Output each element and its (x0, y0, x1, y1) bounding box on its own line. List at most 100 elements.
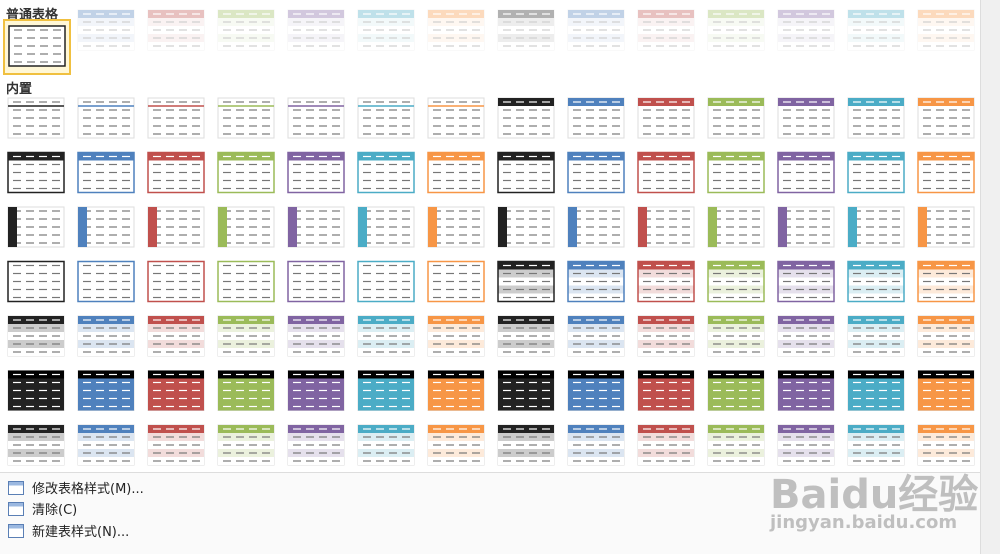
table-style[interactable] (707, 260, 765, 303)
table-style[interactable] (427, 9, 485, 51)
table-style[interactable] (637, 315, 695, 357)
table-style[interactable] (847, 370, 905, 411)
table-style[interactable] (637, 260, 695, 303)
table-style[interactable] (287, 206, 345, 248)
table-style[interactable] (777, 206, 835, 248)
table-style[interactable] (707, 151, 765, 194)
table-style[interactable] (147, 97, 205, 139)
table-style[interactable] (707, 370, 765, 411)
table-style[interactable] (77, 151, 135, 194)
table-style[interactable] (847, 260, 905, 303)
table-style[interactable] (217, 151, 275, 194)
table-style[interactable] (8, 25, 66, 67)
table-style[interactable] (7, 151, 65, 194)
table-style[interactable] (777, 151, 835, 194)
table-style[interactable] (77, 97, 135, 139)
menu-item[interactable]: 清除(C) (32, 503, 78, 518)
table-style[interactable] (777, 424, 835, 466)
table-style[interactable] (917, 370, 975, 411)
table-style[interactable] (567, 370, 625, 411)
table-style[interactable] (567, 260, 625, 303)
table-style[interactable] (917, 315, 975, 357)
table-style[interactable] (7, 424, 65, 466)
table-style[interactable] (847, 206, 905, 248)
table-style[interactable] (287, 424, 345, 466)
table-style[interactable] (497, 260, 555, 303)
table-style[interactable] (567, 97, 625, 139)
table-style[interactable] (287, 97, 345, 139)
table-style[interactable] (777, 97, 835, 139)
table-style[interactable] (777, 9, 835, 51)
table-style[interactable] (427, 260, 485, 303)
table-style[interactable] (357, 9, 415, 51)
table-style[interactable] (147, 315, 205, 357)
table-style[interactable] (287, 260, 345, 303)
table-style[interactable] (7, 370, 65, 411)
table-style[interactable] (217, 97, 275, 139)
table-style[interactable] (357, 370, 415, 411)
table-style[interactable] (77, 370, 135, 411)
table-style[interactable] (357, 206, 415, 248)
table-style[interactable] (217, 206, 275, 248)
table-style[interactable] (147, 9, 205, 51)
table-style[interactable] (567, 151, 625, 194)
table-style[interactable] (707, 206, 765, 248)
table-style[interactable] (847, 97, 905, 139)
table-style[interactable] (917, 9, 975, 51)
table-style[interactable] (147, 260, 205, 303)
table-style[interactable] (7, 315, 65, 357)
table-style[interactable] (427, 424, 485, 466)
table-style[interactable] (777, 315, 835, 357)
menu-item[interactable]: 修改表格样式(M)... (32, 482, 144, 497)
table-style[interactable] (637, 424, 695, 466)
table-style[interactable] (7, 97, 65, 139)
table-style[interactable] (637, 206, 695, 248)
table-style[interactable] (917, 424, 975, 466)
table-style[interactable] (567, 424, 625, 466)
table-style[interactable] (287, 9, 345, 51)
table-style[interactable] (217, 260, 275, 303)
table-style[interactable] (777, 370, 835, 411)
table-style[interactable] (357, 315, 415, 357)
table-style[interactable] (217, 424, 275, 466)
table-style[interactable] (917, 97, 975, 139)
table-style[interactable] (77, 206, 135, 248)
table-style[interactable] (357, 151, 415, 194)
table-style[interactable] (637, 9, 695, 51)
table-style[interactable] (357, 424, 415, 466)
table-style[interactable] (707, 9, 765, 51)
table-style[interactable] (77, 260, 135, 303)
table-style[interactable] (7, 260, 65, 303)
table-style[interactable] (287, 151, 345, 194)
table-style[interactable] (637, 151, 695, 194)
table-style[interactable] (77, 424, 135, 466)
table-style[interactable] (77, 315, 135, 357)
table-style[interactable] (637, 370, 695, 411)
table-style[interactable] (147, 424, 205, 466)
table-style[interactable] (357, 260, 415, 303)
table-style[interactable] (497, 97, 555, 139)
table-style[interactable] (217, 370, 275, 411)
table-style[interactable] (7, 206, 65, 248)
table-style[interactable] (427, 315, 485, 357)
table-style[interactable] (427, 370, 485, 411)
table-style[interactable] (707, 97, 765, 139)
table-style[interactable] (707, 315, 765, 357)
table-style[interactable] (497, 206, 555, 248)
table-style[interactable] (287, 370, 345, 411)
table-style[interactable] (147, 370, 205, 411)
table-style[interactable] (217, 315, 275, 357)
table-style[interactable] (77, 9, 135, 51)
menu-item[interactable]: 新建表样式(N)... (32, 525, 130, 540)
table-style[interactable] (847, 151, 905, 194)
table-style[interactable] (917, 151, 975, 194)
table-style[interactable] (357, 97, 415, 139)
table-style[interactable] (637, 97, 695, 139)
table-style[interactable] (847, 9, 905, 51)
table-style[interactable] (707, 424, 765, 466)
table-style[interactable] (427, 206, 485, 248)
table-style[interactable] (847, 424, 905, 466)
table-style[interactable] (917, 206, 975, 248)
table-style[interactable] (427, 97, 485, 139)
table-style[interactable] (777, 260, 835, 303)
